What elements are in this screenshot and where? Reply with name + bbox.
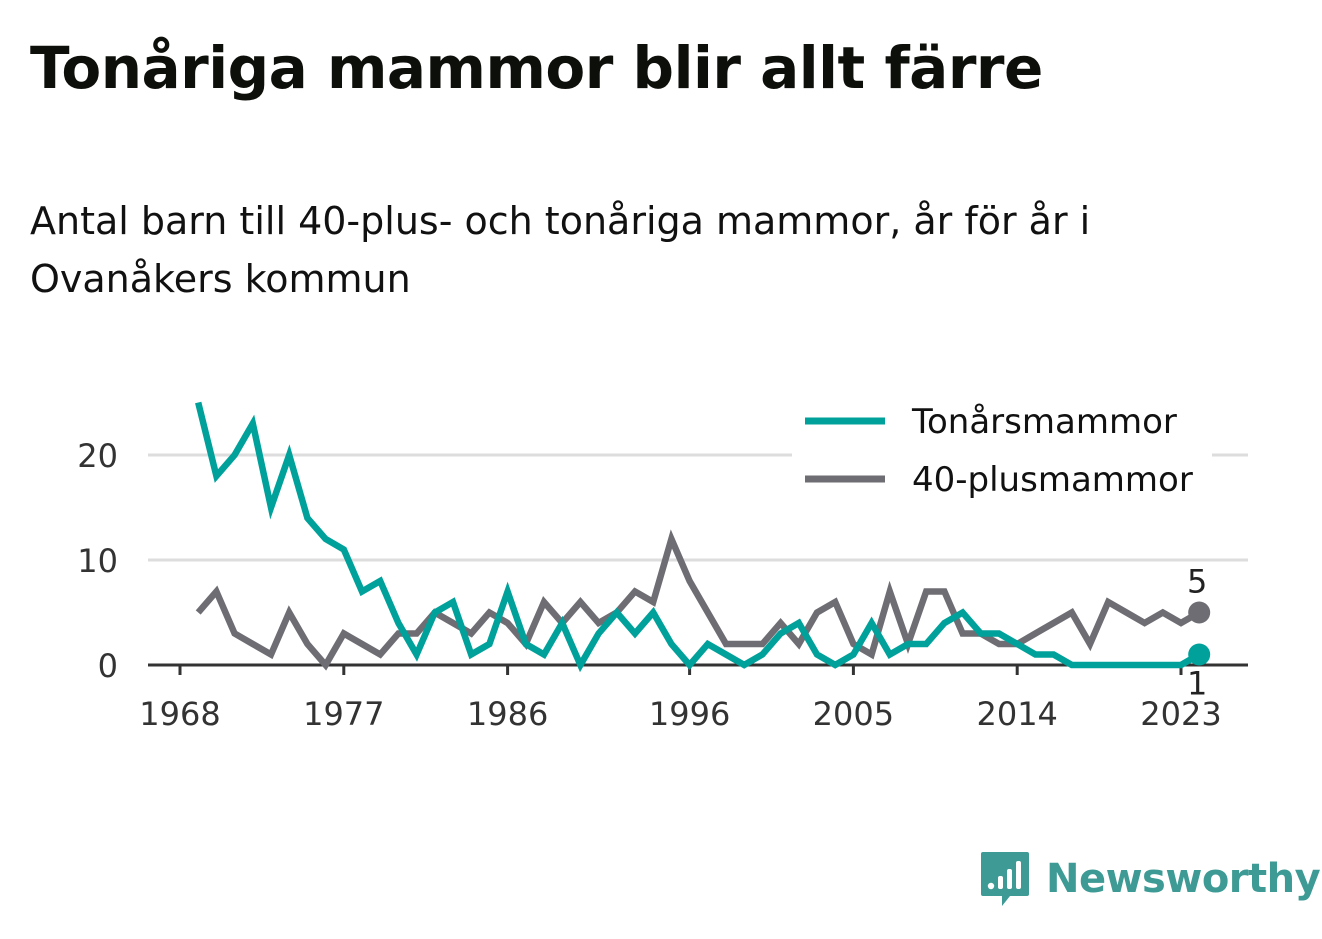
series (195, 401, 1211, 673)
x-tick-label: 2005 (813, 695, 894, 733)
end-label-forty: 5 (1187, 563, 1207, 601)
x-tick-label: 1996 (649, 695, 730, 733)
chart-title: Tonåriga mammor blir allt färre (30, 34, 1043, 102)
end-point-teen (1188, 643, 1211, 666)
legend-label-forty: 40-plusmammor (912, 460, 1193, 500)
brand-name: Newsworthy (1046, 856, 1321, 902)
y-tick-label: 10 (77, 542, 118, 580)
newsworthy-logo-icon (981, 852, 1029, 906)
end-labels: 51 (1187, 563, 1207, 703)
legend: Tonårsmammor 40-plusmammor (792, 398, 1212, 510)
series-line-forty (195, 529, 1201, 671)
x-tick-label: 1968 (139, 695, 220, 733)
series-line-teen (195, 401, 1201, 673)
end-label-teen: 1 (1187, 665, 1207, 703)
x-tick-label: 2014 (976, 695, 1057, 733)
x-tick-label: 1977 (303, 695, 384, 733)
newsworthy-logo: Newsworthy (980, 850, 1321, 908)
x-tick-label: 2023 (1140, 695, 1221, 733)
y-tick-label: 0 (98, 647, 118, 685)
x-tick-label: 1986 (467, 695, 548, 733)
legend-background (792, 398, 1212, 510)
y-tick-label: 20 (77, 437, 118, 475)
end-point-forty (1188, 601, 1211, 624)
axes: 0 10 20 1968 1977 1986 1996 2005 2014 2023 (77, 437, 1248, 733)
chart-subtitle: Antal barn till 40-plus- och tonåriga ma… (30, 199, 1091, 301)
legend-label-teen: Tonårsmammor (911, 402, 1177, 442)
